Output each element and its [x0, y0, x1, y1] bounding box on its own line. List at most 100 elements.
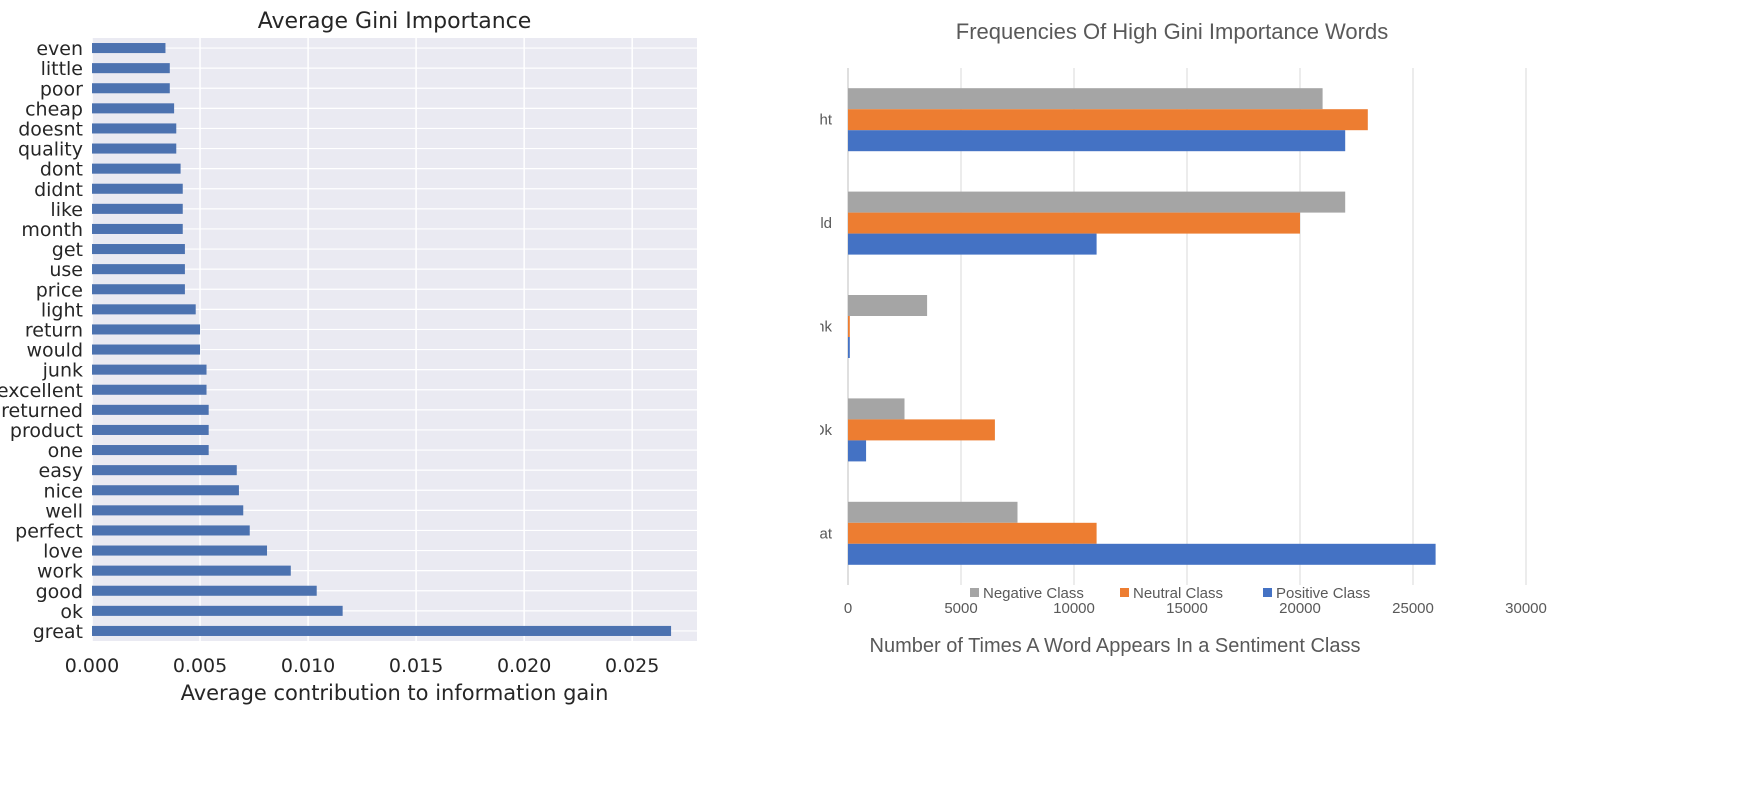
bar-use [92, 264, 185, 275]
category-label: Junk [820, 319, 832, 336]
bar-Great-neutral-class [848, 522, 1097, 544]
x-tick-label: 0.005 [173, 655, 227, 677]
legend-item: Negative Class [970, 585, 1084, 602]
bar-Light-positive-class [848, 130, 1346, 152]
x-tick-labels: 0 5000 10000 15000 20000 25000 30000 [844, 600, 1547, 617]
category-label: Ok [820, 422, 832, 439]
bar-great [92, 625, 672, 636]
bar-quality [92, 143, 177, 154]
category-label: good [36, 581, 83, 603]
bar-would [92, 344, 201, 355]
bar-didnt [92, 183, 183, 194]
bars [848, 88, 1436, 565]
category-label: Great [820, 525, 833, 542]
bar-Great-negative-class [848, 501, 1018, 523]
bar-Light-negative-class [848, 88, 1323, 110]
x-tick-label: 0.025 [605, 655, 659, 677]
category-label: excellent [0, 380, 83, 402]
x-tick-label: 0.015 [389, 655, 443, 677]
category-label: quality [18, 139, 83, 161]
category-labels: evenlittlepoorcheapdoesntqualitydontdidn… [0, 38, 83, 643]
word-frequency-svg: Light Would Junk Ok Great 0 5000 10000 15000 200… [790, 19, 1547, 657]
bar-returned [92, 404, 209, 415]
plot-background [92, 38, 697, 641]
category-label: like [50, 199, 83, 221]
x-tick-label: 20000 [1279, 600, 1321, 617]
bar-Junk-negative-class [848, 295, 928, 316]
legend-label: Positive Class [1276, 585, 1370, 602]
category-label: junk [42, 360, 83, 382]
x-tick-label: 10000 [1053, 600, 1095, 617]
legend-swatch [1263, 588, 1272, 597]
bar-excellent [92, 384, 207, 395]
category-label: Light [820, 112, 833, 129]
bar-love [92, 545, 268, 556]
bar-Ok-negative-class [848, 398, 905, 420]
category-label: ok [60, 601, 83, 623]
bar-ok [92, 605, 343, 616]
category-label: light [41, 299, 83, 321]
category-label: perfect [15, 520, 83, 542]
bar-good [92, 585, 317, 596]
bar-junk [92, 364, 207, 375]
category-label: price [36, 279, 83, 301]
x-tick-label: 15000 [1166, 600, 1208, 617]
category-label: didnt [34, 179, 83, 201]
x-tick-label: 25000 [1392, 600, 1434, 617]
legend-swatch [1120, 588, 1129, 597]
category-label: returned [1, 400, 83, 422]
bar-month [92, 223, 183, 234]
legend: Negative Class Neutral Class Positive Clas… [970, 585, 1370, 602]
category-label: cheap [25, 98, 83, 120]
category-label: even [36, 38, 83, 60]
category-label: Would [820, 215, 832, 232]
x-tick-label: 30000 [1505, 600, 1547, 617]
bar-perfect [92, 525, 250, 536]
category-label: great [33, 621, 83, 643]
x-tick-label: 0.010 [281, 655, 335, 677]
legend-item: Positive Class [1263, 585, 1370, 602]
category-label: dont [40, 159, 83, 181]
bar-Light-neutral-class [848, 109, 1368, 131]
legend-label: Negative Class [983, 585, 1084, 602]
category-label: would [26, 340, 83, 362]
category-label: little [41, 58, 83, 80]
chart-title: Average Gini Importance [258, 9, 532, 34]
bar-Junk-positive-class [848, 337, 850, 358]
bar-work [92, 565, 291, 576]
bar-cheap [92, 103, 175, 114]
bar-little [92, 63, 170, 74]
category-label: return [25, 319, 83, 341]
bar-get [92, 244, 185, 255]
x-tick-label: 0.000 [65, 655, 119, 677]
legend-swatch [970, 588, 979, 597]
x-tick-label: 0.020 [497, 655, 551, 677]
category-label: month [21, 219, 83, 241]
word-frequency-chart: Light Would Junk Ok Great 0 5000 10000 15000 200… [790, 0, 1757, 801]
gini-importance-chart: even little poor cheap doesnt quality dont didn… [0, 0, 800, 801]
category-label: easy [39, 460, 83, 482]
chart-title: Frequencies Of High Gini Importance Word… [956, 19, 1388, 44]
legend-item: Neutral Class [1120, 585, 1223, 602]
bar-Ok-neutral-class [848, 419, 995, 441]
bar-product [92, 424, 209, 435]
category-label: product [10, 420, 83, 442]
category-label: one [48, 440, 83, 462]
bars [92, 43, 672, 636]
bar-even [92, 43, 166, 54]
x-axis-label: Number of Times A Word Appears In a Sent… [870, 635, 1361, 657]
category-label: use [49, 259, 83, 281]
bar-dont [92, 163, 181, 174]
category-label: poor [40, 78, 83, 100]
bar-like [92, 203, 183, 214]
bar-Would-neutral-class [848, 212, 1300, 234]
bar-Would-positive-class [848, 233, 1097, 255]
x-tick-label: 5000 [944, 600, 977, 617]
legend-label: Neutral Class [1133, 585, 1223, 602]
bar-Would-negative-class [848, 191, 1346, 213]
bar-doesnt [92, 123, 177, 134]
bar-nice [92, 485, 239, 496]
bar-one [92, 445, 209, 456]
category-labels: Light Would Junk Ok Great [790, 112, 833, 543]
bar-well [92, 505, 244, 516]
